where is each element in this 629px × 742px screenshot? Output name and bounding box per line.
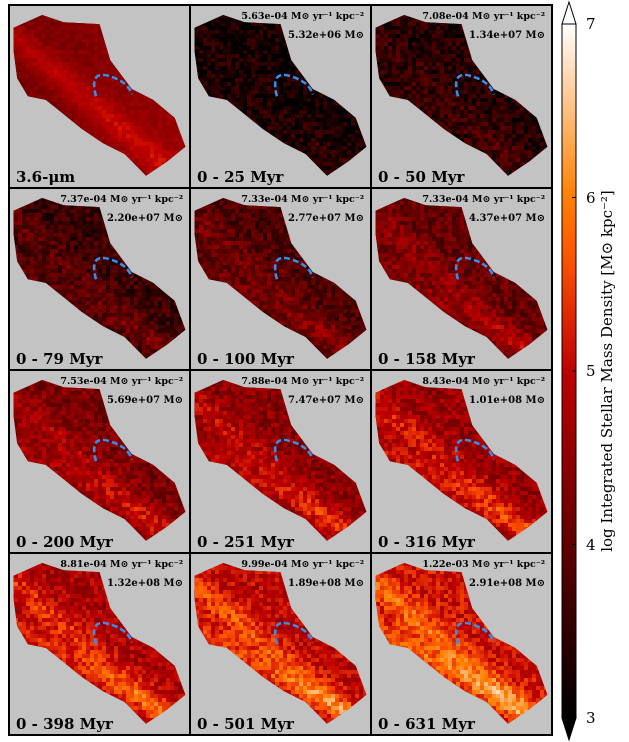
age-range-label: 0 - 316 Myr — [378, 533, 475, 551]
stellar-mass-map — [375, 562, 548, 724]
map-panel: 8.43e-04 M⊙ yr⁻¹ kpc⁻² 1.01e+08 M⊙ 0 - 316… — [372, 371, 551, 552]
map-panel: 7.88e-04 M⊙ yr⁻¹ kpc⁻² 7.47e+07 M⊙ 0 - 251… — [191, 371, 370, 552]
mass-label: 2.20e+07 M⊙ — [107, 213, 183, 224]
stellar-mass-map — [194, 380, 367, 541]
region-marker — [92, 73, 133, 97]
stellar-mass-map — [13, 380, 186, 541]
mass-label: 5.69e+07 M⊙ — [107, 395, 183, 406]
colorbar-extend-min — [561, 717, 577, 742]
colorbar — [561, 0, 577, 742]
age-range-label: 0 - 79 Myr — [16, 350, 102, 368]
map-panel: 1.22e-03 M⊙ yr⁻¹ kpc⁻² 2.91e+08 M⊙ 0 - 631… — [372, 553, 551, 734]
stellar-mass-map — [13, 562, 186, 724]
map-panel: 7.08e-04 M⊙ yr⁻¹ kpc⁻² 1.34e+07 M⊙ 0 - 50 … — [372, 6, 551, 187]
mass-label: 1.89e+08 M⊙ — [288, 578, 364, 589]
mass-label: 7.47e+07 M⊙ — [288, 395, 364, 406]
region-marker — [273, 621, 314, 645]
map-panel: 7.33e-04 M⊙ yr⁻¹ kpc⁻² 4.37e+07 M⊙ 0 - 158… — [372, 188, 551, 369]
age-range-label: 0 - 25 Myr — [197, 168, 283, 186]
stellar-mass-map — [194, 197, 367, 359]
stellar-mass-map — [194, 562, 367, 724]
sfr-label: 1.22e-03 M⊙ yr⁻¹ kpc⁻² — [422, 559, 545, 570]
mass-label: 1.34e+07 M⊙ — [469, 30, 545, 41]
region-marker — [273, 73, 314, 97]
stellar-mass-map — [375, 15, 548, 176]
mass-label: 1.01e+08 M⊙ — [469, 395, 545, 406]
map-panel: 9.99e-04 M⊙ yr⁻¹ kpc⁻² 1.89e+08 M⊙ 0 - 501… — [191, 553, 370, 734]
colorbar-extend-max — [561, 0, 577, 25]
colorbar-tick-label: 5 — [586, 362, 596, 380]
region-marker — [454, 256, 495, 280]
age-range-label: 0 - 158 Myr — [378, 350, 475, 368]
region-marker — [92, 438, 133, 462]
sfr-label: 9.99e-04 M⊙ yr⁻¹ kpc⁻² — [241, 559, 364, 570]
stellar-mass-map — [13, 15, 186, 176]
sfr-label: 7.88e-04 M⊙ yr⁻¹ kpc⁻² — [241, 376, 364, 387]
stellar-mass-map — [375, 197, 548, 359]
age-range-label: 0 - 200 Myr — [16, 533, 113, 551]
mass-label: 2.91e+08 M⊙ — [469, 578, 545, 589]
age-range-label: 0 - 631 Myr — [378, 715, 475, 733]
map-panel: 7.37e-04 M⊙ yr⁻¹ kpc⁻² 2.20e+07 M⊙ 0 - 79 … — [10, 188, 189, 369]
age-range-label: 0 - 50 Myr — [378, 168, 464, 186]
sfr-label: 8.81e-04 M⊙ yr⁻¹ kpc⁻² — [60, 559, 183, 570]
colorbar-tick-label: 4 — [586, 536, 596, 554]
region-marker — [92, 256, 133, 280]
sfr-label: 7.08e-04 M⊙ yr⁻¹ kpc⁻² — [422, 11, 545, 22]
age-range-label: 3.6-μm — [16, 168, 75, 186]
stellar-mass-map — [13, 197, 186, 359]
sfr-label: 5.63e-04 M⊙ yr⁻¹ kpc⁻² — [241, 11, 364, 22]
region-marker — [273, 256, 314, 280]
mass-label: 4.37e+07 M⊙ — [469, 213, 545, 224]
colorbar-tick-label: 7 — [586, 15, 596, 33]
sfr-label: 7.33e-04 M⊙ yr⁻¹ kpc⁻² — [241, 194, 364, 205]
stellar-mass-map — [194, 15, 367, 176]
sfr-label: 7.33e-04 M⊙ yr⁻¹ kpc⁻² — [422, 194, 545, 205]
mass-label: 5.32e+06 M⊙ — [288, 30, 364, 41]
age-range-label: 0 - 251 Myr — [197, 533, 294, 551]
mass-label: 2.77e+07 M⊙ — [288, 213, 364, 224]
sfr-label: 7.37e-04 M⊙ yr⁻¹ kpc⁻² — [60, 194, 183, 205]
map-panel: 3.6-μm — [10, 6, 189, 187]
age-range-label: 0 - 501 Myr — [197, 715, 294, 733]
region-marker — [454, 73, 495, 97]
region-marker — [454, 438, 495, 462]
map-panel: 8.81e-04 M⊙ yr⁻¹ kpc⁻² 1.32e+08 M⊙ 0 - 398… — [10, 553, 189, 734]
map-panel: 7.33e-04 M⊙ yr⁻¹ kpc⁻² 2.77e+07 M⊙ 0 - 100… — [191, 188, 370, 369]
age-range-label: 0 - 398 Myr — [16, 715, 113, 733]
colorbar-tick-label: 6 — [586, 189, 596, 207]
stellar-mass-map — [375, 380, 548, 541]
galaxy-footprint — [13, 15, 186, 176]
sfr-label: 8.43e-04 M⊙ yr⁻¹ kpc⁻² — [422, 376, 545, 387]
colorbar-label: log Integrated Stellar Mass Density [M⊙ … — [598, 190, 616, 552]
map-panel: 5.63e-04 M⊙ yr⁻¹ kpc⁻² 5.32e+06 M⊙ 0 - 25 … — [191, 6, 370, 187]
colorbar-tick-label: 3 — [586, 709, 596, 727]
region-marker — [273, 438, 314, 462]
age-range-label: 0 - 100 Myr — [197, 350, 294, 368]
sfr-label: 7.53e-04 M⊙ yr⁻¹ kpc⁻² — [60, 376, 183, 387]
panel-grid: 3.6-μm 5.63e-04 M⊙ yr⁻¹ kpc⁻² 5.32e+06 M⊙ 0… — [8, 4, 553, 736]
mass-label: 1.32e+08 M⊙ — [107, 578, 183, 589]
region-marker — [454, 621, 495, 645]
region-marker — [92, 621, 133, 645]
map-panel: 7.53e-04 M⊙ yr⁻¹ kpc⁻² 5.69e+07 M⊙ 0 - 200… — [10, 371, 189, 552]
